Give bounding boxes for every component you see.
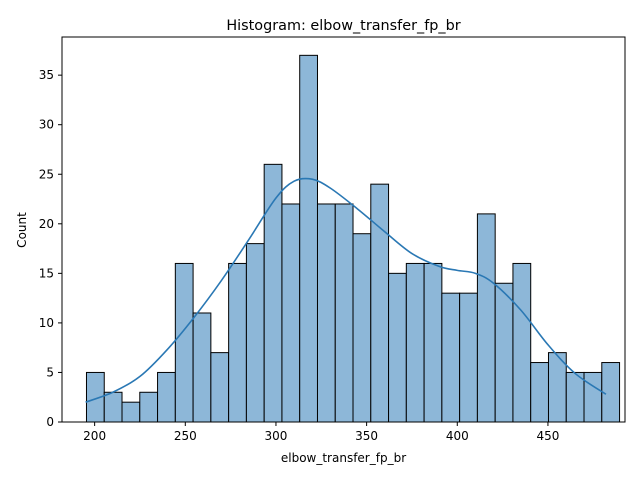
histogram-bar <box>103 391 123 423</box>
histogram-bar <box>334 203 354 423</box>
histogram-bar <box>530 362 549 423</box>
histogram-bar <box>423 262 443 423</box>
histogram-bar <box>245 243 265 423</box>
histogram-bar <box>352 233 372 423</box>
y-tick-label: 30 <box>39 118 54 132</box>
y-tick-label: 10 <box>39 316 54 330</box>
chart-title: Histogram: elbow_transfer_fp_br <box>226 18 460 34</box>
histogram-bar <box>299 54 318 423</box>
histogram-bar <box>441 292 461 423</box>
histogram-bar <box>228 262 247 423</box>
histogram-bar <box>405 262 425 423</box>
x-tick-label: 350 <box>355 429 378 443</box>
x-tick-label: 400 <box>446 429 469 443</box>
y-tick-label: 0 <box>46 415 54 429</box>
kde-line <box>85 177 607 403</box>
y-axis-ticks: 0 5 10 15 20 25 30 35 <box>39 68 62 429</box>
x-axis-label: elbow_transfer_fp_br <box>281 451 406 465</box>
histogram-bar <box>565 371 585 423</box>
histogram-bar <box>601 362 621 423</box>
x-axis-ticks: 200 250 300 350 400 450 <box>83 422 559 443</box>
histogram-bar <box>139 391 159 423</box>
histogram-bar <box>370 183 390 423</box>
histogram-bar <box>583 371 603 423</box>
x-tick-label: 450 <box>536 429 559 443</box>
x-tick-label: 200 <box>83 429 106 443</box>
y-tick-label: 15 <box>39 266 54 280</box>
y-tick-label: 5 <box>46 365 54 379</box>
histogram-bar <box>210 352 230 423</box>
x-tick-label: 250 <box>174 429 197 443</box>
histogram-bar <box>281 203 301 423</box>
histogram-bar <box>494 282 514 423</box>
histogram-bar <box>476 213 496 423</box>
y-axis-label: Count <box>15 212 29 248</box>
histogram-bar <box>316 203 336 423</box>
histogram-bar <box>192 312 212 423</box>
x-tick-label: 300 <box>265 429 288 443</box>
y-tick-label: 35 <box>39 68 54 82</box>
y-tick-label: 25 <box>39 167 54 181</box>
histogram-bar <box>388 272 407 423</box>
y-tick-label: 20 <box>39 217 54 231</box>
bars-group <box>85 54 621 423</box>
histogram-bar <box>121 401 141 423</box>
plot-frame <box>61 36 626 423</box>
histogram-bar <box>157 371 176 423</box>
histogram-bar <box>459 292 478 423</box>
histogram-bar <box>512 262 532 423</box>
histogram-bar <box>174 262 194 423</box>
